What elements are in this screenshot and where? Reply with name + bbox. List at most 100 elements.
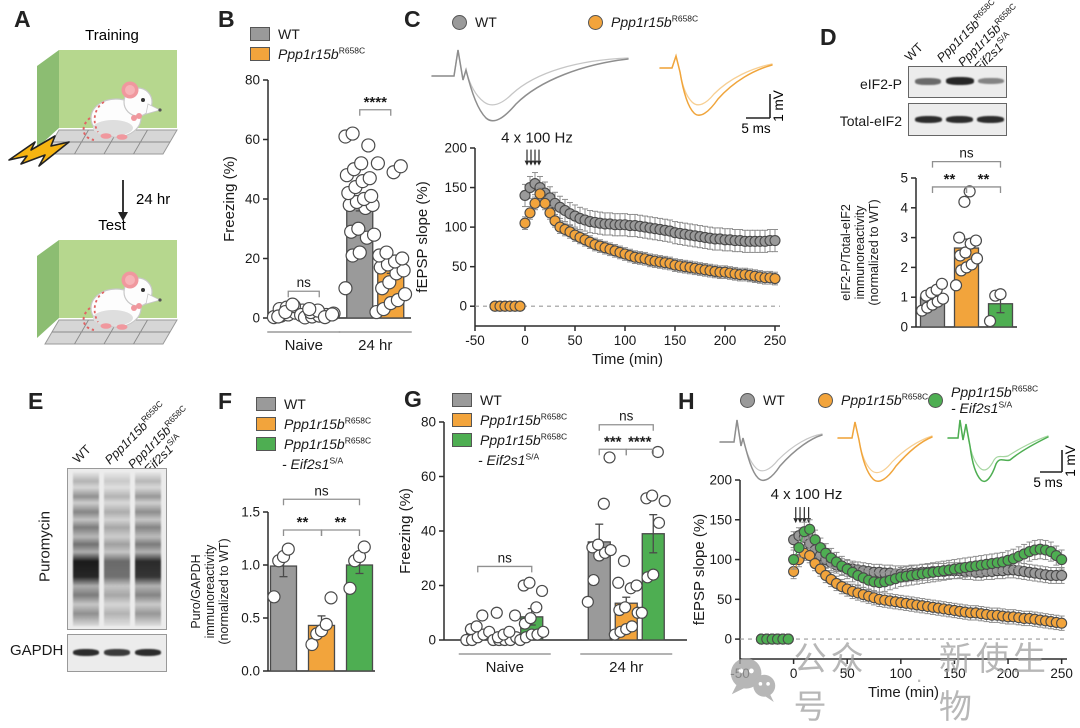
- scale-mv-label: 1 mV: [771, 90, 786, 122]
- svg-text:0: 0: [521, 333, 529, 348]
- wt-trace-pre: [431, 49, 629, 106]
- svg-text:(normalized to WT): (normalized to WT): [867, 199, 881, 305]
- mutant-trace-post: [837, 421, 933, 482]
- scale-bar: [746, 94, 771, 119]
- mutant-trace-pre: [659, 53, 773, 106]
- svg-text:****: ****: [628, 433, 652, 450]
- svg-text:0: 0: [459, 299, 467, 314]
- svg-text:1.5: 1.5: [241, 505, 260, 520]
- panel-d-letter: D: [820, 24, 837, 50]
- wt-swatch: [250, 27, 270, 42]
- scale-ms-label: 5 ms: [1033, 475, 1063, 490]
- svg-text:immunoreactivity: immunoreactivity: [853, 205, 867, 300]
- svg-text:Freezing (%): Freezing (%): [222, 156, 238, 242]
- total-eif2-blot: [908, 103, 1007, 136]
- panel-c-letter: C: [404, 6, 421, 32]
- blot-lane-label-wt: WT: [902, 40, 926, 64]
- eif2p-blot: [908, 66, 1007, 98]
- svg-text:200: 200: [997, 666, 1020, 681]
- rescue-marker: [928, 392, 943, 408]
- panel-b-letter: B: [218, 6, 235, 32]
- svg-text:80: 80: [245, 73, 260, 88]
- legend-item-wt: WT: [250, 26, 365, 42]
- ltp-line-chart-c: 0 50 100 150 200 fEPSP slope (%) -50 0 50 100 150 2…: [415, 129, 786, 368]
- svg-text:24 hr: 24 hr: [609, 659, 643, 676]
- mutant-trace-post: [659, 53, 773, 116]
- fepsp-traces-c: 5 ms 1 mV: [431, 49, 786, 136]
- wt-marker: [740, 392, 755, 408]
- svg-text:200: 200: [714, 333, 737, 348]
- panel-f-letter: F: [218, 388, 233, 414]
- svg-text:60: 60: [245, 132, 260, 147]
- svg-text:150: 150: [943, 666, 966, 681]
- legend-label-rescue-line2: - Eif2s1S/A: [282, 455, 344, 473]
- legend-label-wt: WT: [475, 14, 497, 30]
- panel-g-letter: G: [404, 386, 422, 412]
- rescue-swatch: [452, 433, 472, 448]
- puromycin-blot: [67, 468, 167, 630]
- svg-text:Naive: Naive: [486, 659, 524, 676]
- svg-text:2: 2: [900, 260, 908, 275]
- panel-e-letter: E: [28, 388, 44, 414]
- svg-text:0: 0: [724, 632, 732, 647]
- svg-text:**: **: [335, 514, 347, 531]
- legend-label-wt: WT: [278, 26, 300, 42]
- svg-text:**: **: [297, 514, 309, 531]
- svg-text:250: 250: [1050, 666, 1073, 681]
- svg-text:immunoreactivity: immunoreactivity: [203, 544, 217, 639]
- legend-item-rescue: Ppp1r15bR658C: [452, 432, 567, 448]
- panel-h-legend-wt: WT: [740, 392, 785, 408]
- panel-h-letter: H: [678, 388, 695, 414]
- svg-text:20: 20: [245, 251, 260, 266]
- svg-text:3: 3: [900, 230, 908, 245]
- conditioning-diagram: Training 24 hr Test: [8, 27, 178, 345]
- interval-label: 24 hr: [136, 191, 170, 208]
- svg-text:0.0: 0.0: [241, 664, 260, 679]
- legend-label-mutant: Ppp1r15bR658C: [841, 391, 929, 408]
- svg-text:eIF2-P/Total-eIF2: eIF2-P/Total-eIF2: [839, 204, 853, 301]
- legend-label-rescue-line2: - Eif2s1S/A: [478, 451, 540, 469]
- svg-text:-50: -50: [730, 666, 750, 681]
- mutant-swatch: [250, 47, 270, 62]
- svg-text:150: 150: [709, 512, 732, 527]
- svg-text:50: 50: [717, 592, 732, 607]
- gapdh-label: GAPDH: [10, 642, 64, 659]
- svg-text:**: **: [944, 171, 956, 188]
- legend-label-mutant: Ppp1r15bR658C: [278, 45, 366, 63]
- panel-a-letter: A: [14, 6, 31, 32]
- legend-item-mutant: Ppp1r15bR658C: [452, 412, 567, 428]
- blot-row-label-total-eif2: Total-eIF2: [839, 113, 902, 129]
- gapdh-blot: [67, 634, 167, 672]
- svg-text:24 hr: 24 hr: [358, 337, 392, 354]
- svg-text:ns: ns: [297, 275, 312, 290]
- wt-marker: [452, 14, 467, 30]
- svg-text:ns: ns: [619, 409, 634, 424]
- svg-text:200: 200: [709, 473, 732, 488]
- panel-h-legend-mutant: Ppp1r15bR658C: [818, 391, 929, 408]
- puromycin-label: Puromycin: [36, 511, 54, 582]
- figure-page: { "colors": { "wt": "#9a9a9a", "mut": "#…: [8, 0, 1078, 725]
- svg-text:0: 0: [900, 320, 908, 335]
- rescue-swatch: [256, 437, 276, 452]
- svg-text:0: 0: [790, 666, 798, 681]
- puro-lane-label-wt: WT: [70, 442, 94, 466]
- svg-text:100: 100: [709, 552, 732, 567]
- wt-swatch: [256, 397, 276, 412]
- svg-text:150: 150: [664, 333, 687, 348]
- svg-text:50: 50: [452, 259, 467, 274]
- svg-text:****: ****: [364, 94, 388, 111]
- svg-text:20: 20: [421, 578, 436, 593]
- svg-text:100: 100: [614, 333, 637, 348]
- svg-text:100: 100: [444, 220, 467, 235]
- svg-text:100: 100: [890, 666, 913, 681]
- wt-trace-post: [431, 49, 629, 122]
- legend-label-mutant: Ppp1r15bR658C: [284, 415, 372, 433]
- svg-text:0: 0: [252, 311, 260, 326]
- mutant-swatch: [452, 413, 472, 428]
- shock-lightning-icon: [8, 135, 70, 167]
- scale-mv-label: 1 mV: [1063, 445, 1078, 477]
- svg-text:ns: ns: [314, 483, 329, 498]
- legend-item-wt: WT: [452, 392, 567, 408]
- legend-label-mutant: Ppp1r15bR658C: [480, 411, 568, 429]
